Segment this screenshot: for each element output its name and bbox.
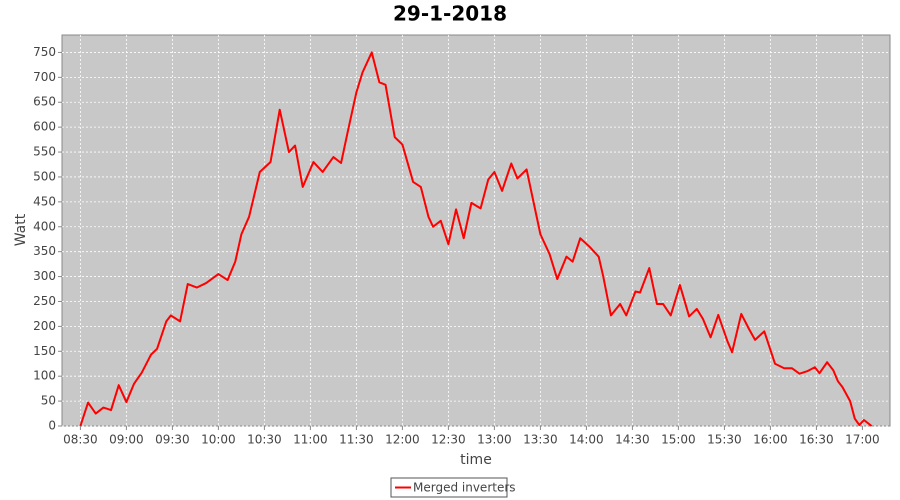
y-tick-label: 450 — [33, 194, 56, 208]
line-series — [79, 51, 873, 427]
x-tick-label: 09:30 — [155, 433, 190, 447]
x-tick-label: 15:00 — [661, 433, 696, 447]
x-tick-label: 10:00 — [201, 433, 236, 447]
x-tick-label: 16:30 — [799, 433, 834, 447]
y-tick-label: 200 — [33, 319, 56, 333]
x-tick-label: 12:30 — [431, 433, 466, 447]
x-axis-label: time — [460, 452, 492, 468]
legend-label: Merged inverters — [413, 481, 516, 495]
x-tick-label: 12:00 — [385, 433, 420, 447]
y-tick-label: 100 — [33, 369, 56, 383]
x-tick-label: 16:00 — [753, 433, 788, 447]
y-tick-label: 350 — [33, 244, 56, 258]
x-tick-label: 11:30 — [339, 433, 374, 447]
x-tick-label: 13:30 — [523, 433, 558, 447]
x-tick-label: 14:00 — [569, 433, 604, 447]
y-tick-label: 300 — [33, 269, 56, 283]
x-tick-label: 09:00 — [109, 433, 144, 447]
y-tick-label: 50 — [41, 394, 56, 408]
y-tick-label: 600 — [33, 120, 56, 134]
plot-area — [61, 34, 891, 427]
x-tick-label: 08:30 — [63, 433, 98, 447]
y-axis-label: Watt — [13, 213, 29, 246]
x-tick-label: 13:00 — [477, 433, 512, 447]
legend — [390, 477, 508, 498]
x-tick-label: 11:00 — [293, 433, 328, 447]
y-tick-label: 150 — [33, 344, 56, 358]
y-tick-label: 250 — [33, 294, 56, 308]
y-tick-label: 700 — [33, 70, 56, 84]
y-tick-label: 500 — [33, 169, 56, 183]
y-tick-label: 550 — [33, 145, 56, 159]
x-tick-label: 10:30 — [247, 433, 282, 447]
y-tick-label: 0 — [48, 419, 56, 433]
x-tick-label: 17:00 — [845, 433, 880, 447]
chart-title: 29-1-2018 — [393, 2, 507, 26]
y-tick-label: 400 — [33, 219, 56, 233]
x-tick-label: 14:30 — [615, 433, 650, 447]
y-tick-label: 750 — [33, 45, 56, 59]
x-tick-label: 15:30 — [707, 433, 742, 447]
y-tick-label: 650 — [33, 95, 56, 109]
